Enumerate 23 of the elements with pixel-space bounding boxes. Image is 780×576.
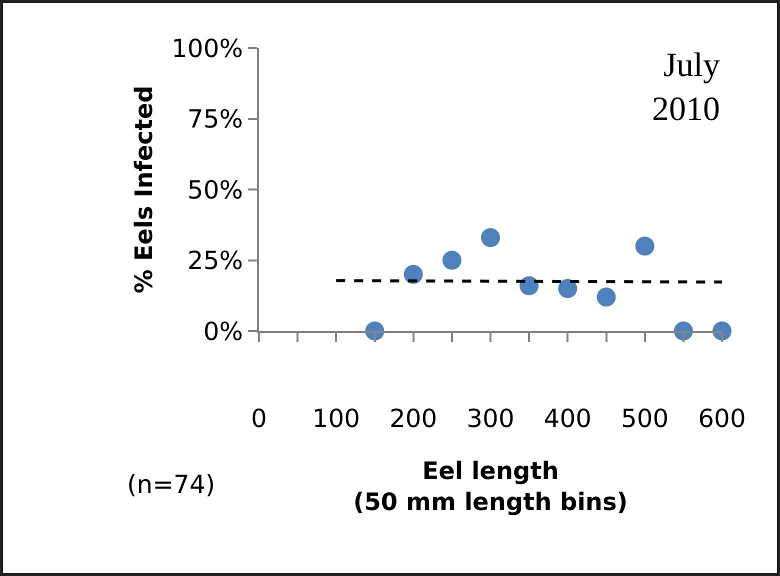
x-tick-label: 500 [620,404,669,433]
x-tick-label: 600 [698,404,746,433]
y-tick-label: 75% [187,104,243,134]
x-axis-title: Eel length (50 mm length bins) [353,456,628,516]
x-tick-label: 0 [251,404,267,433]
y-tick-label: 50% [187,175,243,204]
point [404,264,423,284]
y-tick-label: 25% [187,246,243,275]
point [635,236,654,256]
y-tick-label: 100% [172,34,243,63]
point [596,288,616,307]
point [520,276,539,296]
x-tick-label: 200 [389,404,438,433]
x-tick-label: 400 [544,404,592,433]
point [558,279,578,298]
annotation: July 2010 [652,47,720,128]
x-tick-label: 100 [312,404,360,433]
y-axis-title: % Eels Infected [130,86,158,294]
x-tick-label: 300 [466,404,514,433]
point [442,250,462,270]
text: (n=74) [127,470,216,499]
point [481,228,500,248]
y-tick-label: 0% [203,316,243,346]
